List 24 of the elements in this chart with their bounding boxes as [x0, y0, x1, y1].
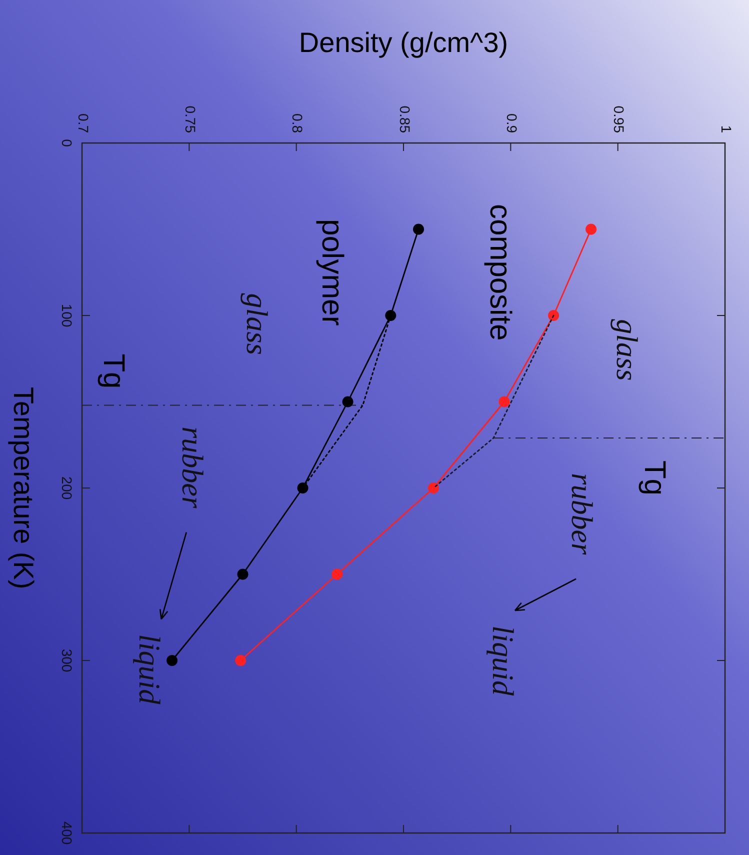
y-axis-title: Temperature (K): [8, 386, 39, 590]
annotation: rubber: [565, 473, 598, 556]
y-tick-label: 400: [59, 821, 75, 845]
y-tick-label: 200: [59, 476, 75, 500]
x-tick-label: 0.9: [504, 114, 520, 134]
x-tick-label: 0.7: [75, 114, 92, 134]
x-tick-label: 0.85: [396, 106, 413, 134]
y-tick-label: 100: [59, 304, 75, 328]
annotation: glass: [610, 319, 644, 381]
y-tick-label: 0: [59, 139, 75, 148]
annotation: rubber: [175, 426, 208, 508]
ref-line-label: Tg: [97, 354, 130, 389]
x-tick-label: 1: [718, 125, 734, 134]
x-tick-label: 0.95: [611, 106, 628, 134]
x-axis-title: Density (g/cm^3): [298, 27, 508, 58]
text: polymer: [316, 219, 349, 326]
ref-line-label: Tg: [638, 460, 672, 496]
x-tick-label: 0.8: [290, 114, 306, 134]
annotation: liquid: [132, 634, 166, 706]
annotation: glass: [240, 293, 273, 355]
y-tick-label: 300: [59, 648, 75, 672]
annotation: liquid: [486, 625, 520, 696]
text: composite: [483, 204, 516, 341]
x-tick-label: 0.75: [182, 106, 198, 134]
